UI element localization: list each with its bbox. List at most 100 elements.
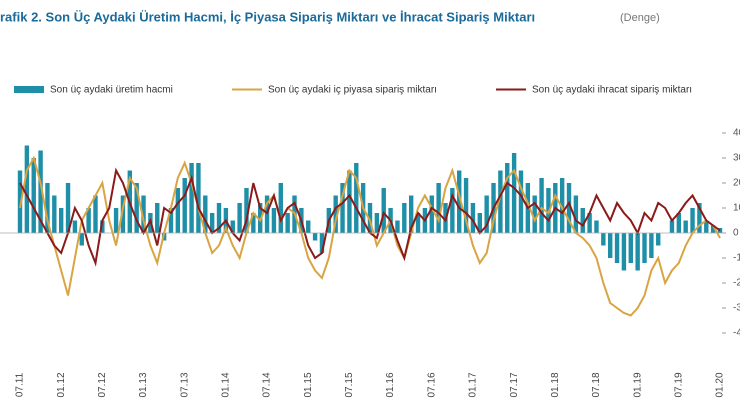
bar [607,233,613,258]
bar [271,208,277,233]
x-tick-label: 01.20 [715,372,726,397]
bar [141,195,146,233]
bar [676,213,682,233]
bar [86,208,91,233]
legend-label: Son üç aydaki iç piyasa sipariş miktarı [268,85,437,96]
bar [457,170,462,233]
bar [93,195,98,233]
y-tick-label: 0 [733,228,739,239]
bar [704,220,709,233]
bar [505,163,510,233]
x-tick-label: 07.12 [97,372,108,397]
y-tick-label: 40 [733,128,740,139]
bar [251,213,256,233]
bar [134,183,139,233]
x-tick-label: 07.14 [262,372,273,397]
bar [340,183,345,233]
y-tick-label: 30 [733,153,740,164]
x-tick-label: 01.16 [385,372,396,397]
bar [216,203,222,233]
bar [498,170,503,233]
bar [649,233,654,258]
y-tick-label: -40 [733,328,740,339]
x-tick-label: 07.18 [591,372,602,397]
bar [45,183,50,233]
bar [312,233,318,241]
bar [621,233,627,271]
bar [450,188,455,233]
x-tick-label: 07.16 [426,372,437,397]
bar [463,178,469,233]
bar [31,158,36,233]
bar [566,183,572,233]
bar [72,220,78,233]
bar [532,195,537,233]
legend-label: Son üç aydaki üretim hacmi [50,85,173,96]
bar [52,195,57,233]
bar [196,163,201,233]
bar [587,213,592,233]
bar [319,233,325,253]
bar [594,220,599,233]
bar [402,203,407,233]
bar [38,150,43,233]
y-tick-label: -30 [733,303,740,314]
bar [182,178,187,233]
bar [168,208,174,233]
bar [79,233,84,246]
bar [175,188,181,233]
y-tick-label: 10 [733,203,740,214]
bar [408,195,414,233]
chart-title: rafik 2. Son Üç Aydaki Üretim Hacmi, İç … [0,9,535,24]
legend-label: Son üç aydaki ihracat sipariş miktarı [532,85,692,96]
bar [484,195,489,233]
bar [230,220,235,233]
bar [367,203,373,233]
chart-subtitle: (Denge) [620,12,660,24]
y-tick-label: -20 [733,278,740,289]
bar [58,208,64,233]
bar [690,208,695,233]
bar [203,195,208,233]
x-tick-label: 07.19 [673,372,684,397]
bar [697,203,702,233]
bar [415,213,421,233]
bar [601,233,606,246]
bar [573,195,579,233]
bar [65,183,71,233]
legend-swatch [14,86,44,93]
bar [237,203,242,233]
x-tick-label: 01.12 [56,372,67,397]
bar [120,195,126,233]
bar [381,188,386,233]
bar [628,233,633,263]
x-tick-label: 01.13 [138,372,149,397]
x-tick-label: 01.18 [550,372,561,397]
bar [374,213,380,233]
bar [189,163,194,233]
bar [333,195,338,233]
bar [429,195,434,233]
bar [614,233,620,263]
x-tick-label: 07.13 [179,372,190,397]
y-tick-label: 20 [733,178,740,189]
bar [264,195,270,233]
x-tick-label: 01.14 [221,372,232,397]
bar [17,170,23,233]
bar [155,203,160,233]
bar [511,153,517,233]
bar [347,170,352,233]
bar [656,233,661,246]
line [19,155,721,317]
bar [285,213,290,233]
bar [683,220,688,233]
bar [710,225,716,233]
bar [244,188,249,233]
x-tick-label: 01.19 [632,372,643,397]
bar [24,145,30,233]
bar [470,203,476,233]
bar [635,233,640,271]
bar [669,220,675,233]
bar [278,183,283,233]
